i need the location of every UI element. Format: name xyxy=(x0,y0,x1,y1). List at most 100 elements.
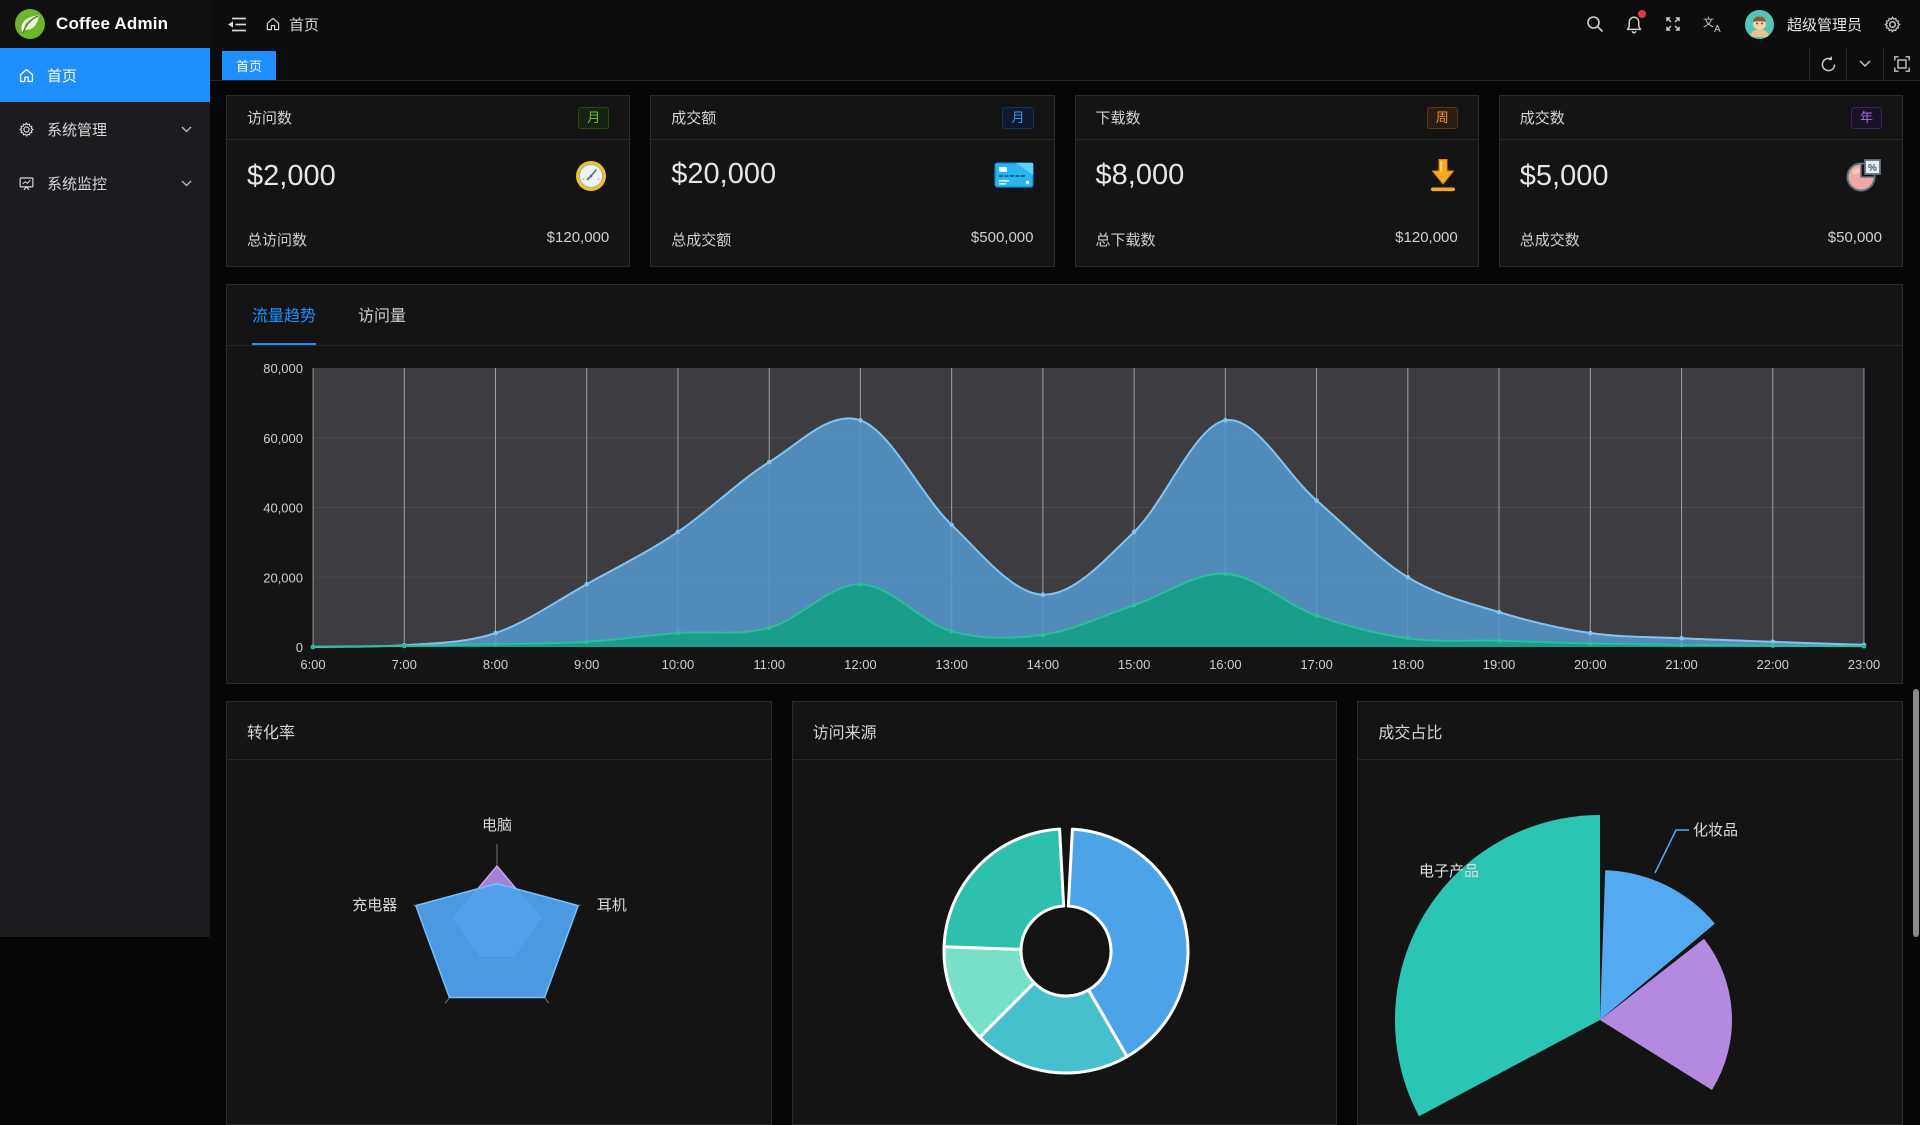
maximize-icon xyxy=(1894,56,1910,72)
scrollbar-thumb[interactable] xyxy=(1913,689,1919,937)
avatar[interactable] xyxy=(1744,9,1774,39)
stat-card-row: 访问数 月 $2,000 总访问数 xyxy=(226,95,1903,267)
svg-text:18:00: 18:00 xyxy=(1392,657,1425,672)
home-icon xyxy=(19,68,34,82)
period-badge: 年 xyxy=(1850,106,1882,129)
trend-tabs: 流量趋势 访问量 xyxy=(227,285,1902,346)
sidebar: Coffee Admin 首页 系统管理 xyxy=(0,0,210,937)
period-badge: 月 xyxy=(578,106,610,129)
brand-name: Coffee Admin xyxy=(56,14,169,33)
download-icon xyxy=(1430,159,1455,192)
main-content: 访问数 月 $2,000 总访问数 xyxy=(210,81,1920,1125)
svg-text:19:00: 19:00 xyxy=(1483,657,1516,672)
maximize-button[interactable] xyxy=(1883,48,1920,80)
svg-text:80,000: 80,000 xyxy=(263,361,303,376)
stat-value: $5,000 xyxy=(1519,159,1609,192)
stat-card-title: 成交数 xyxy=(1519,110,1565,127)
svg-text:化妆品: 化妆品 xyxy=(1693,822,1738,839)
credit-card-icon xyxy=(993,161,1034,188)
svg-text:0: 0 xyxy=(296,640,303,655)
stat-card-downloads: 下载数 周 $8,000 总下载数 $120,000 xyxy=(1074,95,1479,267)
bottom-card-row: 转化率 电脑 耳机 充电器 访问来源 成交占比 电子产品 化妆品 xyxy=(226,701,1904,1125)
notification-bell[interactable] xyxy=(1625,9,1646,34)
traffic-area-chart: 0 20,000 40,000 60,000 80,000 6:00 7:00 8:00 9:0… xyxy=(263,361,1881,672)
panel-title: 成交占比 xyxy=(1378,724,1443,742)
conversion-rate-card: 转化率 电脑 耳机 充电器 xyxy=(226,701,772,1125)
search-icon[interactable] xyxy=(1586,15,1604,33)
svg-text:9:00: 9:00 xyxy=(574,657,599,672)
svg-text:充电器: 充电器 xyxy=(352,897,397,914)
stat-card-title: 访问数 xyxy=(247,110,293,127)
tab-tools xyxy=(1809,48,1920,80)
chevron-down-icon xyxy=(181,126,192,132)
svg-text:60,000: 60,000 xyxy=(263,431,303,446)
refresh-icon xyxy=(1821,56,1835,71)
avatar-image xyxy=(1744,9,1774,39)
svg-text:17:00: 17:00 xyxy=(1300,657,1333,672)
stat-footer-value: $120,000 xyxy=(546,229,610,246)
tab-options-button[interactable] xyxy=(1846,48,1883,80)
user-name[interactable]: 超级管理员 xyxy=(1786,16,1862,34)
menu-fold-icon[interactable] xyxy=(228,16,247,33)
deal-share-card: 成交占比 电子产品 化妆品 xyxy=(1357,701,1904,1125)
breadcrumb[interactable]: 首页 xyxy=(265,14,319,35)
svg-text:文: 文 xyxy=(1703,15,1714,29)
stat-card-title: 下载数 xyxy=(1095,110,1141,127)
svg-text:10:00: 10:00 xyxy=(662,657,695,672)
sidebar-item-system-monitor[interactable]: 系统监控 xyxy=(0,156,210,210)
breadcrumb-home-label: 首页 xyxy=(289,16,320,34)
svg-text:A: A xyxy=(1714,24,1721,33)
svg-text:耳机: 耳机 xyxy=(597,897,627,914)
svg-text:15:00: 15:00 xyxy=(1118,657,1151,672)
traffic-trend-card: 流量趋势 访问量 0 20,000 40,000 60,000 80,000 6:00 7:… xyxy=(226,284,1903,684)
sidebar-item-system-management[interactable]: 系统管理 xyxy=(0,102,210,156)
sidebar-item-home[interactable]: 首页 xyxy=(0,48,210,102)
svg-text:11:00: 11:00 xyxy=(753,657,785,672)
fullscreen-icon[interactable] xyxy=(1664,15,1682,33)
gear-icon xyxy=(19,121,34,137)
tab-home[interactable]: 首页 xyxy=(222,51,277,80)
stat-card-title: 成交额 xyxy=(671,110,717,127)
svg-text:12:00: 12:00 xyxy=(844,657,877,672)
stat-card-deals: 成交数 年 $5,000 % 总成交数 $50,000 xyxy=(1498,95,1903,267)
stat-card-turnover: 成交额 月 $20,000 xyxy=(650,95,1055,267)
svg-text:40,000: 40,000 xyxy=(263,501,303,516)
tabbar: 首页 xyxy=(210,48,1920,81)
refresh-button[interactable] xyxy=(1809,48,1846,80)
svg-text:8:00: 8:00 xyxy=(483,657,508,672)
pie-percent-icon: % xyxy=(1846,159,1881,192)
svg-text:电脑: 电脑 xyxy=(482,817,512,834)
svg-text:%: % xyxy=(1868,163,1877,174)
spring-leaf-logo-icon xyxy=(15,9,45,39)
stat-footer-value: $50,000 xyxy=(1827,229,1882,246)
navbar-right: 文 A 超级管理员 xyxy=(1586,9,1902,39)
svg-text:14:00: 14:00 xyxy=(1027,657,1060,672)
translate-icon[interactable]: 文 A xyxy=(1703,15,1724,33)
svg-text:电子产品: 电子产品 xyxy=(1419,863,1479,880)
svg-text:20,000: 20,000 xyxy=(263,570,303,585)
tab-visit-volume[interactable]: 访问量 xyxy=(358,308,407,325)
svg-text:23:00: 23:00 xyxy=(1848,657,1881,672)
home-icon xyxy=(266,17,280,31)
gear-icon[interactable] xyxy=(1883,15,1902,34)
chevron-down-icon xyxy=(1859,60,1871,68)
chevron-down-icon xyxy=(181,180,192,186)
clock-icon xyxy=(576,161,607,191)
stat-value: $2,000 xyxy=(247,159,336,192)
svg-text:6:00: 6:00 xyxy=(300,657,325,672)
stat-footer-value: $120,000 xyxy=(1395,229,1458,246)
navbar: 首页 文 A xyxy=(210,0,1920,48)
tab-traffic-trend[interactable]: 流量趋势 xyxy=(252,285,317,345)
svg-text:13:00: 13:00 xyxy=(935,657,968,672)
deal-share-pie-chart: 电子产品 化妆品 xyxy=(1395,815,1738,1117)
stat-footer-label: 总下载数 xyxy=(1095,232,1156,249)
navbar-left: 首页 xyxy=(228,14,319,35)
stat-value: $20,000 xyxy=(671,158,777,190)
stat-card-visits: 访问数 月 $2,000 总访问数 xyxy=(226,95,631,267)
page-scrollbar[interactable] xyxy=(1912,81,1920,937)
period-badge: 周 xyxy=(1426,106,1458,129)
stat-footer-label: 总成交额 xyxy=(671,232,732,249)
logo-row: Coffee Admin xyxy=(0,0,210,48)
stat-footer-label: 总访问数 xyxy=(247,232,308,249)
